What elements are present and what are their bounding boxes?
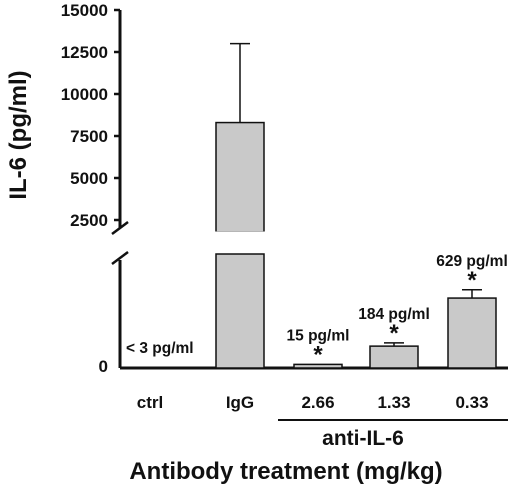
x-axis-title: Antibody treatment (mg/kg): [129, 458, 442, 485]
value-annotation: 15 pg/ml: [287, 327, 350, 344]
bar: [369, 345, 419, 369]
bars-group: [215, 42, 497, 369]
y-tick-label: 15000: [61, 1, 108, 20]
value-annotation: < 3 pg/ml: [126, 340, 194, 357]
y-axis-title: IL-6 (pg/ml): [5, 70, 32, 199]
significance-star: *: [467, 267, 477, 294]
x-tick-label: ctrl: [137, 393, 163, 412]
axes: 15000 12500 10000 7500 5000 2500 0: [61, 1, 508, 421]
value-annotation: 629 pg/ml: [436, 253, 508, 270]
group-label: anti-IL-6: [322, 427, 404, 450]
bar-lower-segment: [215, 253, 265, 369]
bar: [447, 297, 497, 369]
y-tick-label: 12500: [61, 43, 108, 62]
y-tick-label: 10000: [61, 85, 108, 104]
y-tick-label: 5000: [70, 169, 108, 188]
x-tick-label: 1.33: [377, 393, 410, 412]
significance-star: *: [389, 320, 399, 347]
significance-star: *: [313, 341, 323, 368]
axis-break-mark-lower: [111, 251, 129, 265]
y-tick-label: 0: [99, 357, 108, 376]
bar-upper-segment: [215, 121, 265, 233]
y-tick-label: 7500: [70, 127, 108, 146]
y-tick-label: 2500: [70, 211, 108, 230]
x-tick-label: 2.66: [301, 393, 334, 412]
x-tick-label: IgG: [226, 393, 254, 412]
x-tick-label: 0.33: [455, 393, 488, 412]
value-annotation: 184 pg/ml: [358, 306, 430, 323]
bar: [293, 363, 343, 369]
axis-break-mark-upper: [111, 221, 129, 235]
